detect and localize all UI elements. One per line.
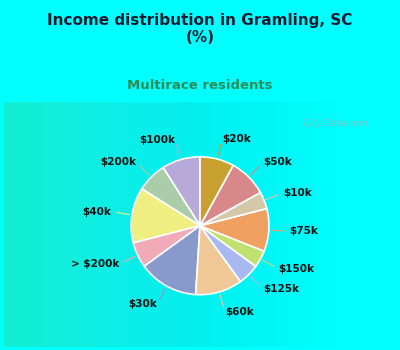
Bar [4,102,298,346]
Text: $200k: $200k [101,158,137,167]
Wedge shape [144,226,200,295]
Wedge shape [131,189,200,243]
Text: Income distribution in Gramling, SC
(%): Income distribution in Gramling, SC (%) [47,13,353,45]
Text: $10k: $10k [283,188,312,198]
Bar [4,102,200,346]
Bar [4,102,131,346]
Bar [4,102,170,346]
Bar [4,102,151,346]
Bar [4,102,43,346]
Bar [4,102,239,346]
Text: $40k: $40k [83,207,112,217]
Bar [4,102,230,346]
Wedge shape [196,226,240,295]
Wedge shape [200,209,269,251]
Wedge shape [133,226,200,266]
Bar [4,102,327,346]
Bar [4,102,53,346]
Text: City-Data.com: City-Data.com [298,119,368,128]
Bar [4,102,122,346]
Bar [4,102,337,346]
Bar [4,102,82,346]
Text: $100k: $100k [139,135,175,145]
Bar [4,102,14,346]
Bar [4,102,269,346]
Bar [4,102,92,346]
Wedge shape [200,226,256,281]
Text: Multirace residents: Multirace residents [127,79,273,92]
Bar [4,102,63,346]
Bar [4,102,180,346]
Bar [4,102,141,346]
Text: $75k: $75k [290,226,318,236]
Bar [4,102,102,346]
Wedge shape [163,157,200,226]
Bar [4,102,249,346]
Wedge shape [142,168,200,226]
Text: $30k: $30k [128,299,157,309]
Text: $20k: $20k [222,134,251,144]
Text: > $200k: > $200k [70,259,119,269]
Bar [4,102,220,346]
Text: $150k: $150k [278,264,314,274]
Bar [4,102,73,346]
Text: $60k: $60k [225,307,254,317]
Wedge shape [200,193,267,226]
Bar [4,102,278,346]
Bar [4,102,24,346]
Bar [4,102,318,346]
Text: $50k: $50k [263,158,292,167]
Bar [4,102,34,346]
Wedge shape [200,157,233,226]
Wedge shape [200,165,260,226]
Text: $125k: $125k [263,284,299,294]
Bar [4,102,190,346]
Bar [4,102,210,346]
Bar [4,102,347,346]
Bar [4,102,112,346]
Bar [4,102,288,346]
Bar [4,102,259,346]
Wedge shape [200,226,264,266]
Bar [4,102,161,346]
Bar [4,102,308,346]
